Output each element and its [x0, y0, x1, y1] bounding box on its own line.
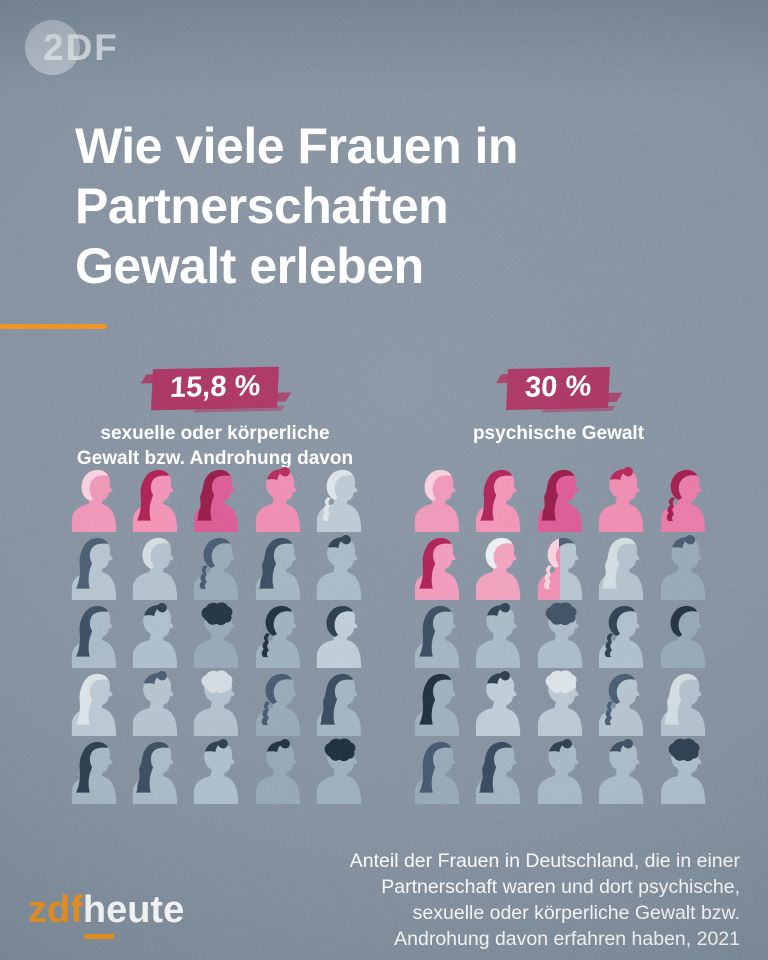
woman-figure	[660, 469, 705, 532]
group-psychological-violence: 30 % psychische Gewalt	[405, 362, 712, 804]
woman-figure	[133, 741, 178, 804]
percentage-badge: 30 %	[506, 366, 617, 413]
zdf-logo: 2DF	[25, 20, 119, 75]
woman-figure	[194, 739, 239, 804]
woman-figure	[71, 605, 117, 668]
woman-figure	[660, 673, 705, 736]
group-header: 15,8 % sexuelle oder körperliche Gewalt …	[62, 362, 368, 469]
group-label: sexuelle oder körperliche Gewalt bzw. An…	[76, 423, 354, 469]
group-physical-violence: 15,8 % sexuelle oder körperliche Gewalt …	[62, 362, 368, 804]
woman-figure	[660, 605, 705, 668]
woman-figure	[133, 469, 178, 532]
woman-figure	[133, 537, 178, 600]
woman-figure	[660, 535, 705, 600]
chart-note: Anteil der Frauen in Deutschland, die in…	[260, 822, 740, 960]
woman-figure	[194, 670, 239, 736]
pictogram-grid-left	[62, 466, 368, 804]
zdf-logo-letters: 2DF	[43, 26, 119, 68]
woman-figure	[599, 739, 644, 804]
woman-figure	[476, 537, 521, 600]
woman-figure	[194, 602, 239, 668]
woman-figure	[255, 739, 300, 804]
zdfheute-logo-heute-text: heute	[82, 889, 185, 931]
woman-figure	[194, 469, 239, 532]
woman-figure	[133, 603, 178, 668]
woman-figure	[537, 469, 583, 532]
woman-figure	[476, 671, 521, 736]
woman-figure	[599, 605, 644, 668]
woman-figure	[660, 738, 705, 804]
woman-figure	[476, 603, 521, 668]
woman-figure	[194, 537, 239, 600]
percentage-badge: 15,8 %	[150, 366, 285, 413]
woman-figure	[316, 673, 361, 736]
woman-figure	[476, 469, 521, 532]
woman-figure	[71, 741, 117, 804]
woman-figure	[599, 673, 644, 736]
woman-figure	[71, 537, 117, 600]
woman-figure	[414, 537, 460, 600]
woman-figure	[537, 670, 583, 736]
woman-figure	[599, 467, 644, 532]
woman-figure	[255, 537, 300, 600]
woman-figure	[476, 741, 521, 804]
note-text: Anteil der Frauen in Deutschland, die in…	[349, 850, 740, 950]
woman-figure	[316, 535, 361, 600]
woman-figure	[414, 741, 460, 804]
woman-figure	[71, 469, 117, 532]
woman-figure	[316, 469, 361, 532]
woman-figure	[71, 673, 117, 736]
woman-figure	[316, 738, 361, 804]
woman-figure	[414, 673, 460, 736]
group-label: psychische Gewalt	[472, 423, 645, 444]
group-header: 30 % psychische Gewalt	[405, 362, 712, 466]
woman-figure	[133, 671, 178, 736]
woman-figure	[414, 469, 460, 532]
percentage-value: 30 %	[524, 370, 593, 404]
woman-figure	[537, 602, 583, 668]
woman-figure	[255, 605, 300, 668]
pictogram-grid-right	[405, 466, 712, 804]
zdfheute-logo-heute: heute	[82, 889, 185, 939]
title-accent-dash	[0, 324, 107, 329]
brush-streak	[541, 405, 617, 413]
woman-figure	[316, 605, 361, 668]
woman-figure	[537, 739, 583, 804]
woman-figure	[599, 537, 644, 600]
zdfheute-logo: zdfheute	[28, 889, 185, 939]
page-title: Wie viele Frauen in Partnerschaften Gewa…	[75, 118, 518, 294]
percentage-value: 15,8 %	[169, 370, 261, 404]
woman-figure	[255, 673, 300, 736]
woman-figure	[537, 537, 583, 600]
zdfheute-logo-underline	[83, 934, 114, 939]
pictogram-columns: 15,8 % sexuelle oder körperliche Gewalt …	[62, 362, 712, 804]
woman-figure	[255, 467, 300, 532]
zdfheute-logo-zdf: zdf	[28, 889, 83, 931]
woman-figure	[414, 605, 460, 668]
brush-streak	[192, 405, 285, 413]
